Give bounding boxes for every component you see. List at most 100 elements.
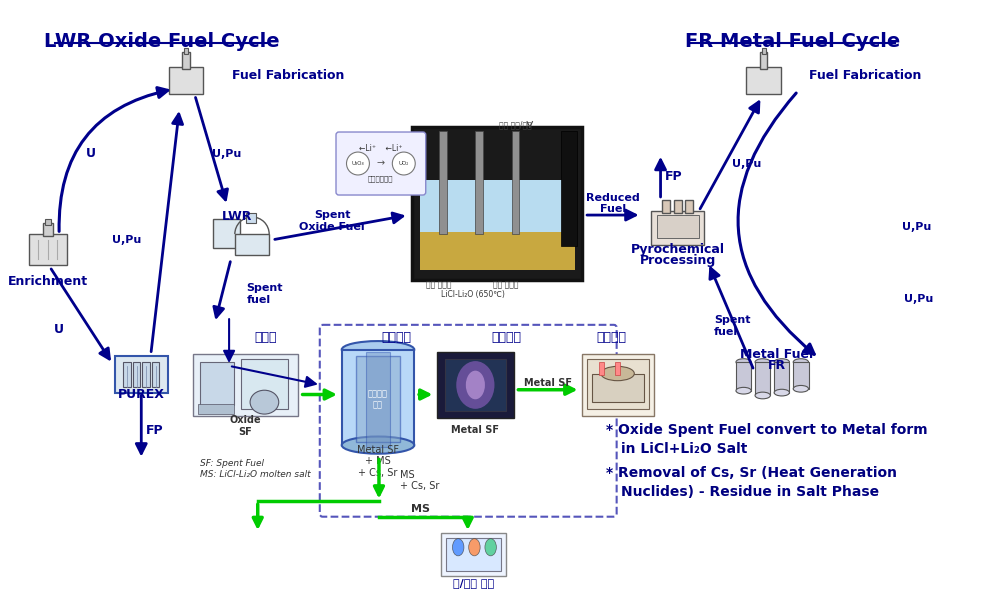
Bar [755,362,770,395]
Ellipse shape [755,359,770,365]
Text: FP: FP [665,170,683,183]
Circle shape [392,152,415,175]
Text: Metal SF
+ MS
+ Cs, Sr: Metal SF + MS + Cs, Sr [357,445,399,478]
Bar [235,234,270,255]
Text: U₃O₈: U₃O₈ [352,161,365,166]
Bar [123,362,131,387]
Text: Nuclides) - Residue in Salt Phase: Nuclides) - Residue in Salt Phase [621,485,880,499]
Text: * Removal of Cs, Sr (Heat Generation: * Removal of Cs, Sr (Heat Generation [606,466,897,480]
Text: U: U [85,147,96,160]
Ellipse shape [342,341,414,358]
Bar [437,352,513,418]
Bar [247,213,256,223]
Ellipse shape [774,389,790,396]
Bar [445,359,506,410]
Ellipse shape [453,538,464,556]
Bar [168,67,203,94]
Text: Metal SF: Metal SF [451,425,499,435]
Bar [746,67,781,94]
Text: MS: MS [410,504,429,514]
Text: 음극체리: 음극체리 [491,331,521,344]
Text: 전해정련: 전해정련 [596,331,626,344]
Bar [143,362,150,387]
Text: FP: FP [146,424,164,438]
Text: Spent
fuel: Spent fuel [714,315,750,337]
Bar [133,362,141,387]
Bar [441,533,506,576]
Bar [614,362,620,376]
Bar [115,356,168,392]
Ellipse shape [601,367,634,380]
Text: MS
+ Cs, Sr: MS + Cs, Sr [400,469,439,491]
Ellipse shape [736,359,751,365]
FancyBboxPatch shape [336,132,426,195]
Text: Fuel Fabrication: Fuel Fabrication [809,69,921,82]
Bar [760,52,767,69]
Bar [342,350,414,445]
Text: Oxide
SF: Oxide SF [230,415,262,437]
Text: Enrichment: Enrichment [8,275,88,288]
Text: LWR Oxide Fuel Cycle: LWR Oxide Fuel Cycle [45,32,280,51]
Bar [193,355,298,416]
Ellipse shape [485,538,496,556]
Ellipse shape [793,385,809,392]
Bar [592,373,644,402]
Text: 전류 시험/이이: 전류 시험/이이 [499,120,532,129]
Text: Metal Fuel: Metal Fuel [740,348,814,361]
Text: 염/재생 고화: 염/재생 고화 [453,578,495,588]
Bar [152,362,160,387]
Bar [651,211,705,245]
Ellipse shape [456,361,495,409]
Text: Reduced
Fuel: Reduced Fuel [586,193,640,215]
Text: 전체리: 전체리 [254,331,276,344]
Bar [184,48,188,53]
Bar [439,131,447,234]
Text: FR Metal Fuel Cycle: FR Metal Fuel Cycle [685,32,900,51]
Bar [412,127,583,280]
Text: U,Pu: U,Pu [112,235,142,245]
Text: 음극 저장소: 음극 저장소 [426,281,452,290]
Text: Spent
Oxide Fuel: Spent Oxide Fuel [299,210,365,231]
Text: UO₂: UO₂ [398,161,409,166]
Bar [29,234,66,264]
Text: Processing: Processing [639,254,716,267]
Bar [674,200,682,213]
Bar [241,359,288,409]
Text: Fuel Fabrication: Fuel Fabrication [232,69,344,82]
Text: U,Pu: U,Pu [902,222,931,233]
Bar [587,359,649,409]
Text: LiCl-Li₂O (650℃): LiCl-Li₂O (650℃) [441,290,504,299]
Text: * Oxide Spent Fuel convert to Metal form: * Oxide Spent Fuel convert to Metal form [606,423,928,437]
Bar [45,219,51,225]
Text: Pyrochemical: Pyrochemical [630,243,724,256]
Ellipse shape [469,538,481,556]
Text: U,Pu: U,Pu [212,149,241,159]
Ellipse shape [755,392,770,399]
Text: Spent
fuel: Spent fuel [247,284,282,305]
Bar [356,356,400,442]
Bar [774,362,790,392]
Text: 전해환원: 전해환원 [382,331,411,344]
Bar [420,232,575,270]
Bar [446,538,501,571]
Bar [762,48,766,53]
Text: MS: LiCl-Li₂O molten salt: MS: LiCl-Li₂O molten salt [200,470,311,479]
Text: ←Li⁺    ←Li⁺: ←Li⁺ ←Li⁺ [359,144,402,153]
Text: U,Pu: U,Pu [904,294,933,304]
Bar [736,362,751,391]
Bar [686,200,693,213]
Text: PUREX: PUREX [118,388,165,401]
Bar [182,52,190,69]
Bar [657,215,699,238]
Ellipse shape [342,436,414,454]
Text: SF: Spent Fuel: SF: Spent Fuel [200,459,265,468]
Text: FR: FR [768,359,786,373]
Text: Metal SF: Metal SF [524,378,572,388]
Text: 전해환원
장치: 전해환원 장치 [368,389,388,409]
Circle shape [347,152,370,175]
Bar [476,131,483,234]
Ellipse shape [466,371,485,399]
Text: 진열 저장소: 진열 저장소 [494,281,518,290]
Bar [583,355,654,416]
Text: 환원전극반응: 환원전극반응 [368,175,393,182]
